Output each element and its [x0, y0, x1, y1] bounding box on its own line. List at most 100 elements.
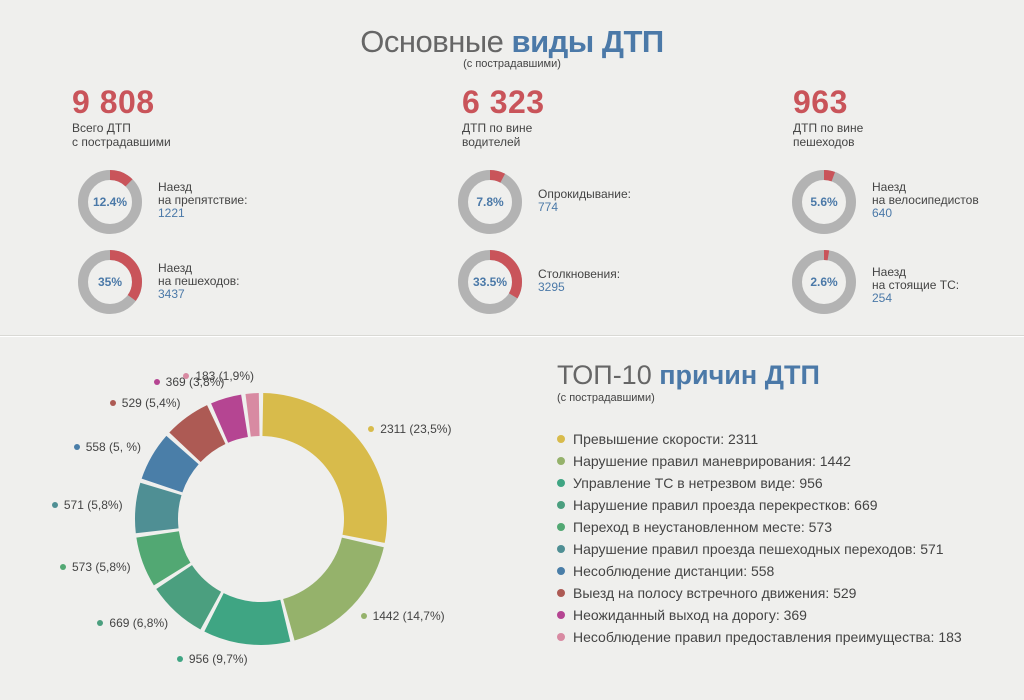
donut-slice — [262, 393, 387, 543]
donut-slice — [141, 435, 199, 493]
stat-number: 9 808 — [72, 84, 155, 120]
legend-item: Управление ТС в нетрезвом виде: 956 — [557, 472, 962, 494]
slice-label-text: 369 (3,8%) — [165, 374, 225, 389]
legend-item: Нарушение правил проезда перекрестков: 6… — [557, 494, 962, 516]
slice-label-dot — [360, 613, 367, 620]
stat-desc: ДТП по вине водителей — [462, 121, 533, 149]
stat-number: 963 — [793, 84, 848, 120]
donut-cyclist: 5.6% — [790, 168, 858, 236]
donut-pedestrian-hit: 35% — [76, 248, 144, 316]
legend-text: Несоблюдение правил предоставления преим… — [573, 629, 962, 645]
donut-obstacle: 12.4% — [76, 168, 144, 236]
slice-label-dot — [97, 619, 104, 626]
slice-label-dot — [153, 378, 160, 385]
slice-label-text: 1442 (14,7%) — [372, 609, 445, 624]
legend-item: Нарушение правил маневрирования: 1442 — [557, 450, 962, 472]
legend-dot — [557, 545, 565, 553]
section-divider — [0, 336, 1024, 337]
legend-dot — [557, 633, 565, 641]
donut-parked: 2.6% — [790, 248, 858, 316]
legend-item: Переход в неустановленном месте: 573 — [557, 516, 962, 538]
slice-label: 529 (5,4%) — [109, 396, 181, 411]
page-title: Основные виды ДТП — [0, 24, 1024, 60]
donut-label-rollover: Опрокидывание: 774 — [538, 187, 632, 214]
top10-title: ТОП-10 причин ДТП — [557, 360, 820, 390]
slice-label: 669 (6,8%) — [97, 616, 168, 630]
donut-label-collision: Столкновения: 3295 — [538, 267, 621, 294]
stat-number: 6 323 — [462, 84, 545, 120]
donut-label-parked: Наезд на стоящие ТС: 254 — [872, 265, 960, 305]
page-subtitle: (с пострадавшими) — [463, 58, 561, 70]
donut-slice — [135, 482, 182, 534]
legend-dot — [557, 435, 565, 443]
legend-item: Несоблюдение дистанции: 558 — [557, 560, 962, 582]
slice-label-dot — [73, 443, 80, 450]
slice-label: 369 (3,8%) — [153, 374, 225, 389]
slice-label-dot — [183, 373, 190, 380]
donut-percent: 7.8% — [476, 195, 504, 209]
legend-dot — [557, 567, 565, 575]
donut-share-arc — [458, 250, 522, 314]
slice-label-text: 2311 (23,5%) — [380, 421, 452, 436]
donut-share-arc — [792, 250, 856, 314]
slice-label: 571 (5,8%) — [51, 498, 123, 512]
legend-dot — [557, 611, 565, 619]
donut-collision: 33.5% — [456, 248, 524, 316]
donut-slice — [245, 393, 260, 437]
donut-rollover: 7.8% — [456, 168, 524, 236]
stat-desc: Всего ДТП с пострадавшими — [72, 121, 171, 149]
slice-label: 2311 (23,5%) — [368, 422, 451, 436]
legend-text: Нарушение правил маневрирования: 1442 — [573, 453, 851, 469]
legend-item: Выезд на полосу встречного движения: 529 — [557, 582, 962, 604]
slice-label-dot — [109, 400, 116, 407]
slice-label-text: 558 (5, %) — [85, 439, 142, 454]
slice-label-dot — [368, 425, 375, 432]
stat-drivers: 6 323 ДТП по вине водителей — [462, 86, 545, 149]
slice-label-dot — [59, 563, 66, 570]
legend-dot — [557, 501, 565, 509]
donut-share-arc — [458, 170, 522, 234]
slice-label: 956 (9,7%) — [176, 652, 248, 667]
stat-pedestrians: 963 ДТП по вине пешеходов — [793, 86, 863, 149]
legend-item: Превышение скорости: 2311 — [557, 428, 962, 450]
legend-dot — [557, 523, 565, 531]
slice-label: 1442 (14,7%) — [360, 609, 445, 624]
legend-text: Нарушение правил проезда перекрестков: 6… — [573, 497, 878, 513]
legend-dot — [557, 479, 565, 487]
legend-item: Неожиданный выход на дорогу: 369 — [557, 604, 962, 626]
legend-text: Нарушение правил проезда пешеходных пере… — [573, 541, 944, 557]
legend-text: Выезд на полосу встречного движения: 529 — [573, 585, 857, 601]
slice-label-text: 529 (5,4%) — [121, 396, 181, 411]
slice-label: 573 (5,8%) — [59, 559, 131, 574]
donut-percent: 5.6% — [810, 195, 838, 209]
slice-label-text: 183 (1,9%) — [195, 369, 255, 384]
donut-share-arc — [78, 250, 142, 314]
donut-percent: 33.5% — [472, 275, 508, 289]
slice-label-text: 573 (5,8%) — [71, 559, 131, 574]
slice-label-text: 669 (6,8%) — [109, 615, 169, 630]
title-plain: Основные — [360, 24, 504, 59]
slice-label: 558 (5, %) — [73, 439, 142, 454]
title-accent: виды ДТП — [511, 24, 665, 59]
slice-label-text: 956 (9,7%) — [188, 652, 248, 667]
donut-slice — [204, 593, 291, 645]
legend-item: Нарушение правил проезда пешеходных пере… — [557, 538, 962, 560]
stat-desc: ДТП по вине пешеходов — [793, 121, 864, 149]
donut-share-arc — [792, 170, 856, 234]
donut-slice — [136, 531, 191, 586]
legend-dot — [557, 457, 565, 465]
donut-label-pedestrian-hit: Наезд на пешеходов: 3437 — [158, 261, 240, 301]
stat-total: 9 808 Всего ДТП с пострадавшими — [72, 86, 171, 149]
legend-text: Переход в неустановленном месте: 573 — [573, 519, 833, 535]
legend-item: Несоблюдение правил предоставления преим… — [557, 626, 962, 648]
donut-slice — [283, 537, 384, 641]
legend-text: Превышение скорости: 2311 — [573, 431, 759, 447]
legend-dot — [557, 589, 565, 597]
donut-slice — [156, 565, 222, 630]
donut-percent: 12.4% — [92, 195, 128, 209]
slice-label: 183 (1,9%) — [183, 369, 254, 383]
donut-slice — [211, 394, 248, 443]
legend-text: Управление ТС в нетрезвом виде: 956 — [573, 475, 823, 491]
slice-label-dot — [51, 502, 58, 509]
causes-legend: Превышение скорости: 2311 Нарушение прави… — [557, 428, 962, 648]
